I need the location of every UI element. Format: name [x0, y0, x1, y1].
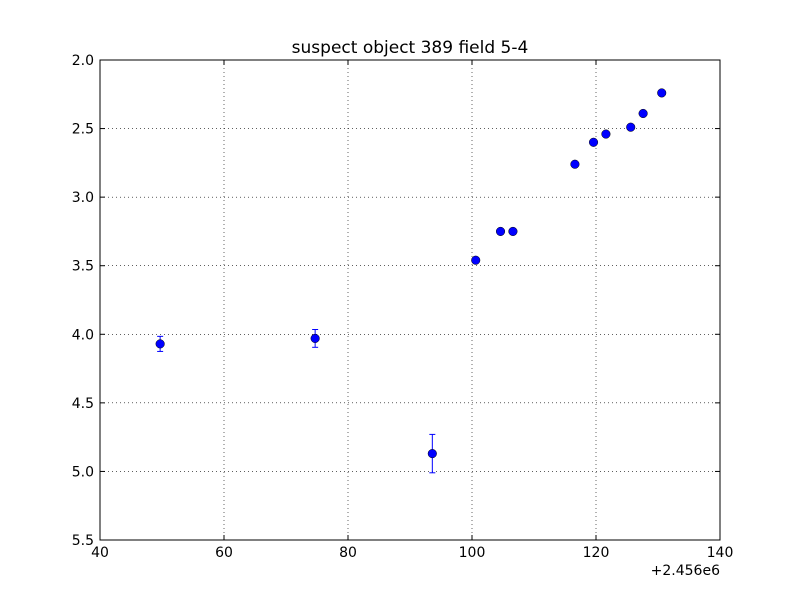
- data-point: [155, 339, 165, 349]
- data-point: [601, 129, 611, 139]
- y-tick-label: 3.0: [72, 190, 94, 206]
- data-point: [570, 159, 580, 169]
- data-point: [508, 226, 518, 236]
- chart-title: suspect object 389 field 5-4: [292, 38, 529, 58]
- y-tick-label: 5.0: [72, 464, 94, 480]
- data-point: [626, 122, 636, 132]
- plot-frame: [99, 59, 721, 541]
- data-point: [471, 255, 481, 265]
- x-axis-offset-label: +2.456e6: [651, 563, 720, 579]
- y-tick-label: 4.0: [72, 327, 94, 343]
- grid-lines: [100, 60, 720, 540]
- data-point: [495, 226, 506, 236]
- x-tick-label: 60: [215, 545, 233, 561]
- x-tick-label: 140: [707, 545, 734, 561]
- error-bars: [157, 91, 665, 474]
- y-tick-label: 4.5: [72, 396, 94, 412]
- data-point: [638, 108, 648, 119]
- y-tick-labels: 2.0 2.5 3.0 3.5 4.0 4.5 5.0 5.5: [72, 53, 94, 549]
- axis-ticks: [99, 59, 721, 541]
- x-tick-label: 120: [583, 545, 610, 561]
- x-tick-labels: 40 60 80 100 120 140: [91, 545, 733, 561]
- x-tick-label: 40: [91, 545, 109, 561]
- data-point: [588, 137, 599, 147]
- y-tick-label: 5.5: [72, 533, 94, 549]
- data-point: [427, 449, 437, 459]
- y-tick-label: 3.5: [72, 259, 94, 275]
- y-tick-label: 2.5: [72, 122, 94, 138]
- data-point: [657, 88, 667, 98]
- y-tick-label: 2.0: [72, 53, 94, 69]
- x-tick-label: 100: [459, 545, 486, 561]
- data-points: [155, 88, 667, 459]
- x-tick-label: 80: [339, 545, 357, 561]
- data-point: [310, 333, 320, 343]
